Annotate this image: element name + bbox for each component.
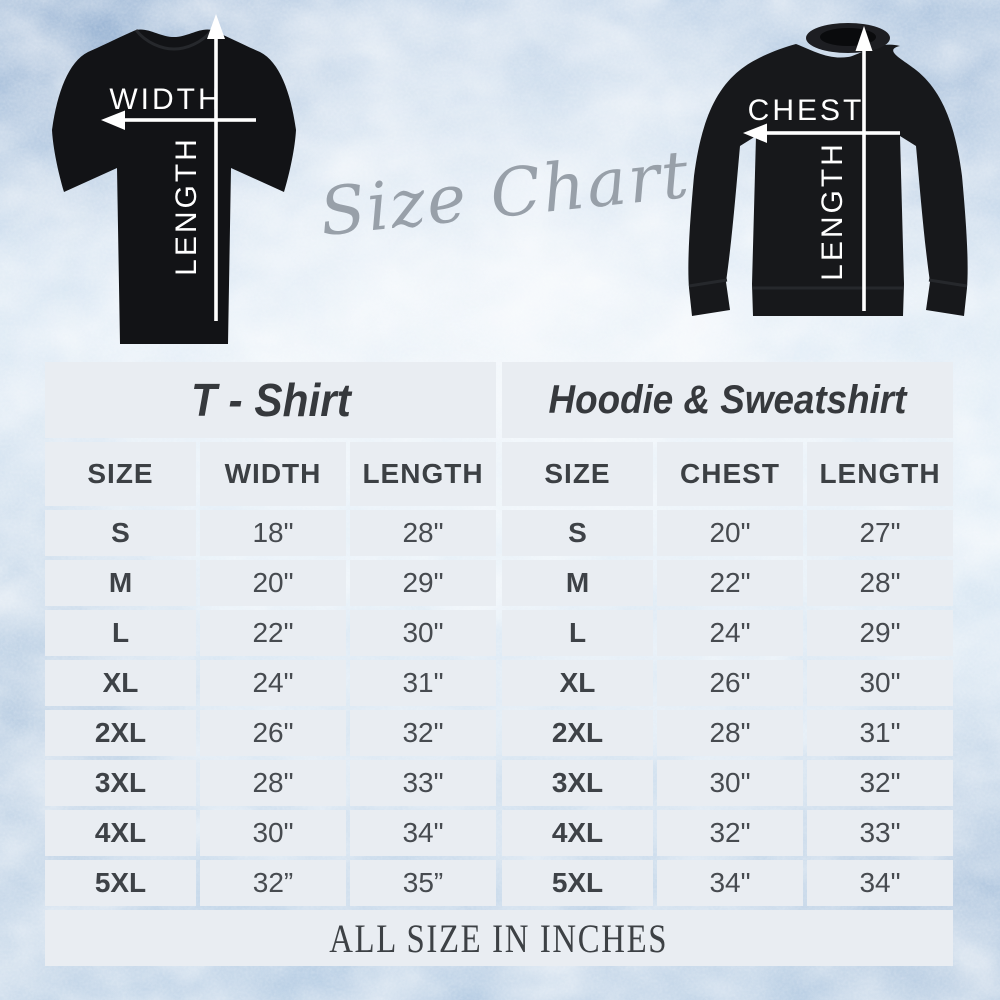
size-label-cell: L	[502, 610, 653, 656]
measurement-value-cell: 28"	[657, 710, 803, 756]
measurement-value-cell: 28"	[350, 510, 496, 556]
tshirt-width-label: WIDTH	[109, 83, 222, 116]
column-header-width: WIDTH	[200, 442, 346, 506]
size-label-cell: 4XL	[502, 810, 653, 856]
tshirt-size-table: T - Shirt SIZE WIDTH LENGTH S 18" 28" M 20" 2…	[45, 362, 496, 906]
measurement-value-cell: 33"	[807, 810, 953, 856]
measurement-value-cell: 20"	[657, 510, 803, 556]
measurement-value-cell: 28"	[200, 760, 346, 806]
size-label-cell: 3XL	[45, 760, 196, 806]
tshirt-length-label: LENGTH	[170, 136, 203, 276]
measurement-value-cell: 30"	[807, 660, 953, 706]
column-header-length: LENGTH	[807, 442, 953, 506]
measurement-value-cell: 34"	[807, 860, 953, 906]
size-label-cell: L	[45, 610, 196, 656]
measurement-value-cell: 31"	[807, 710, 953, 756]
size-label-cell: 2XL	[502, 710, 653, 756]
units-note-cell: ALL SIZE IN INCHES	[45, 910, 953, 966]
tables-row: T - Shirt SIZE WIDTH LENGTH S 18" 28" M 20" 2…	[45, 362, 953, 906]
column-header-size: SIZE	[502, 442, 653, 506]
column-header-chest: CHEST	[657, 442, 803, 506]
measurement-value-cell: 22"	[200, 610, 346, 656]
size-label-cell: 2XL	[45, 710, 196, 756]
hoodie-table-title: Hoodie & Sweatshirt	[548, 377, 907, 422]
measurement-value-cell: 32”	[200, 860, 346, 906]
size-label-cell: 3XL	[502, 760, 653, 806]
measurement-value-cell: 30"	[657, 760, 803, 806]
units-note: ALL SIZE IN INCHES	[329, 915, 669, 961]
sweatshirt-length-label: LENGTH	[816, 141, 849, 281]
measurement-value-cell: 34"	[657, 860, 803, 906]
measurement-value-cell: 31"	[350, 660, 496, 706]
size-label-cell: XL	[45, 660, 196, 706]
measurement-value-cell: 32"	[657, 810, 803, 856]
size-label-cell: M	[502, 560, 653, 606]
measurement-value-cell: 27"	[807, 510, 953, 556]
sweatshirt-diagram: CHEST LENGTH	[688, 23, 968, 316]
column-header-size: SIZE	[45, 442, 196, 506]
measurement-value-cell: 32"	[807, 760, 953, 806]
measurement-value-cell: 26"	[200, 710, 346, 756]
measurement-value-cell: 30"	[200, 810, 346, 856]
measurement-value-cell: 32"	[350, 710, 496, 756]
measurement-value-cell: 28"	[807, 560, 953, 606]
tshirt-diagram: WIDTH LENGTH	[52, 14, 296, 344]
measurement-value-cell: 30"	[350, 610, 496, 656]
measurement-value-cell: 35”	[350, 860, 496, 906]
size-label-cell: 5XL	[45, 860, 196, 906]
size-label-cell: M	[45, 560, 196, 606]
size-label-cell: S	[45, 510, 196, 556]
measurement-value-cell: 34"	[350, 810, 496, 856]
tshirt-table-title: T - Shirt	[190, 374, 351, 426]
measurement-value-cell: 22"	[657, 560, 803, 606]
size-label-cell: S	[502, 510, 653, 556]
measurement-value-cell: 24"	[200, 660, 346, 706]
column-header-length: LENGTH	[350, 442, 496, 506]
measurement-value-cell: 33"	[350, 760, 496, 806]
measurement-value-cell: 29"	[807, 610, 953, 656]
measurement-value-cell: 29"	[350, 560, 496, 606]
size-label-cell: XL	[502, 660, 653, 706]
tshirt-table-title-cell: T - Shirt	[45, 362, 496, 438]
measurement-value-cell: 24"	[657, 610, 803, 656]
size-label-cell: 4XL	[45, 810, 196, 856]
sweatshirt-chest-label: CHEST	[748, 94, 865, 127]
size-chart-table-block: T - Shirt SIZE WIDTH LENGTH S 18" 28" M 20" 2…	[45, 362, 953, 966]
measurement-value-cell: 20"	[200, 560, 346, 606]
hoodie-table-title-cell: Hoodie & Sweatshirt	[502, 362, 953, 438]
measurement-value-cell: 26"	[657, 660, 803, 706]
size-label-cell: 5XL	[502, 860, 653, 906]
measurement-value-cell: 18"	[200, 510, 346, 556]
